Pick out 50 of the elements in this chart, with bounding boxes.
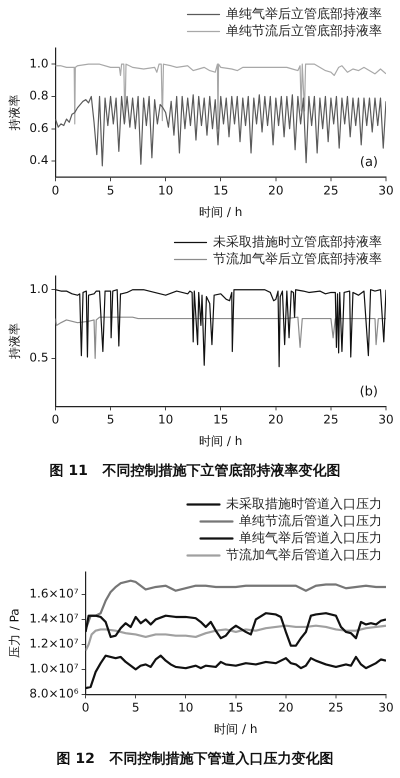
x-tick-label: 0 <box>52 184 60 198</box>
x-tick-label: 0 <box>82 700 90 715</box>
y-tick-label: 1.6×10⁷ <box>29 586 79 601</box>
x-axis-title: 时间 / h <box>199 434 242 448</box>
y-tick-label: 1.0 <box>29 282 48 296</box>
x-tick-label: 15 <box>213 412 228 427</box>
x-tick-label: 20 <box>278 700 294 715</box>
x-tick-label: 10 <box>178 700 194 715</box>
x-tick-label: 25 <box>328 700 344 715</box>
x-tick-label: 10 <box>158 184 174 198</box>
x-tick-label: 15 <box>213 184 228 198</box>
y-tick-label: 0.6 <box>29 120 48 135</box>
y-tick-label: 0.4 <box>29 153 48 168</box>
y-tick-label: 0.8 <box>29 88 48 103</box>
text: 图 11 不同控制措施下立管底部持液率变化图 <box>50 462 340 480</box>
y-tick-label: 1.0 <box>29 56 48 70</box>
x-tick-label: 10 <box>158 412 174 427</box>
legend-label: 单纯节流后管道入口压力 <box>239 512 382 529</box>
x-tick-label: 25 <box>323 412 339 427</box>
y-tick-label: 8.0×10⁶ <box>29 686 79 701</box>
legend-label: 单纯节流后立管底部持液率 <box>226 22 382 39</box>
x-tick-label: 5 <box>106 412 114 427</box>
x-tick-label: 5 <box>106 184 114 198</box>
x-axis-title: 时间 / h <box>214 722 258 736</box>
x-axis-title: 时间 / h <box>199 204 242 219</box>
y-axis-title: 持液率 <box>7 323 22 360</box>
y-axis-title: 压力 / Pa <box>7 608 22 658</box>
y-axis-title: 持液率 <box>7 94 22 131</box>
x-tick-label: 25 <box>323 184 339 198</box>
legend-label: 节流加气举后管道入口压力 <box>226 546 382 563</box>
legend-label: 单纯气举后管道入口压力 <box>239 530 382 546</box>
x-tick-label: 5 <box>132 700 140 715</box>
x-tick-label: 30 <box>378 700 394 715</box>
x-tick-label: 20 <box>268 412 284 427</box>
legend-label: 单纯气举后立管底部持液率 <box>226 6 382 22</box>
y-tick-label: 1.4×10⁷ <box>29 612 79 626</box>
legend-label: 未采取措施时管道入口压力 <box>226 496 382 512</box>
x-tick-label: 20 <box>268 184 284 198</box>
y-tick-label: 1.0×10⁷ <box>29 662 79 676</box>
x-tick-label: 15 <box>228 700 244 715</box>
x-tick-label: 30 <box>378 184 394 198</box>
text: 图 12 不同控制措施下管道入口压力变化图 <box>56 750 334 768</box>
y-tick-label: 1.2×10⁷ <box>29 636 79 651</box>
x-tick-label: 0 <box>52 412 60 427</box>
legend-label: 节流加气举后立管底部持液率 <box>213 250 382 267</box>
legend-label: 未采取措施时立管底部持液率 <box>213 234 382 250</box>
x-tick-label: 30 <box>378 412 394 427</box>
annotation: (b) <box>360 384 378 400</box>
annotation: (a) <box>360 155 378 170</box>
y-tick-label: 0.5 <box>29 350 48 364</box>
